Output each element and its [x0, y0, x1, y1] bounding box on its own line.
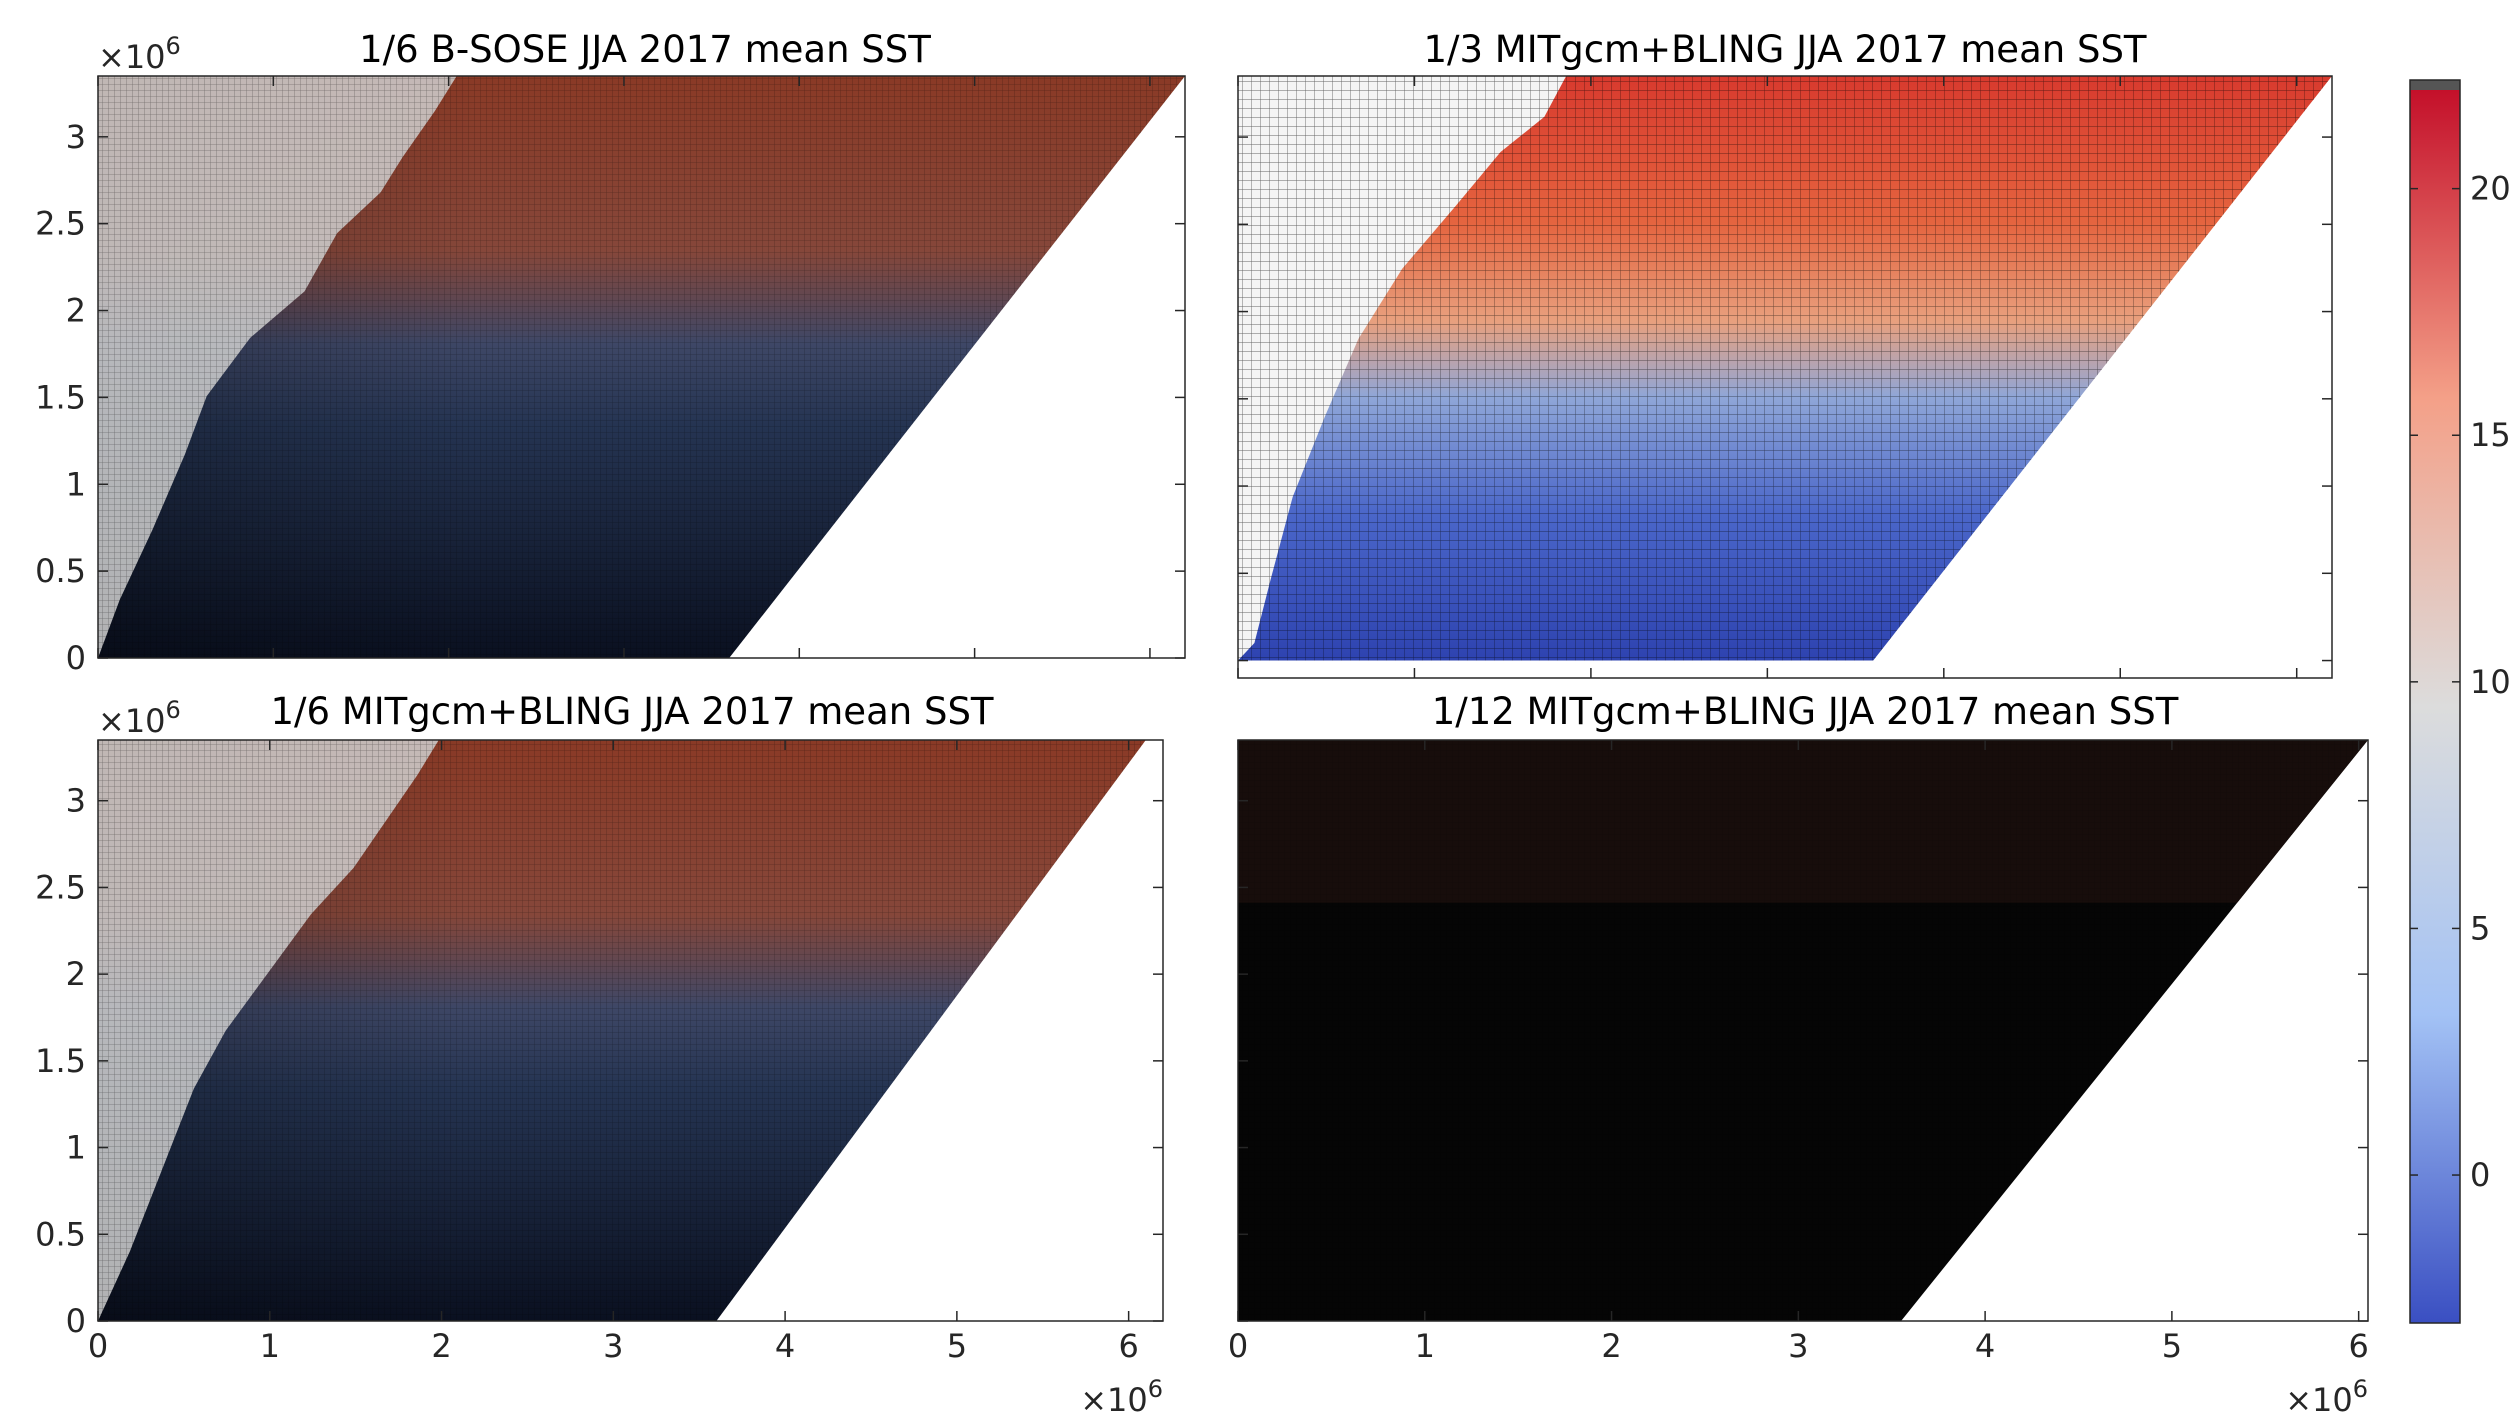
y-tick-label: 0 — [66, 639, 86, 677]
y-tick-label: 1 — [66, 465, 86, 503]
x-exponent-label: ×106 — [2285, 1375, 2368, 1414]
panel-2 — [1237, 75, 2333, 679]
colorbar-tick-label: 20 — [2470, 170, 2511, 208]
grid-overlay — [1238, 740, 2368, 1321]
x-tick-label: 3 — [603, 1327, 623, 1365]
y-tick-label: 1 — [66, 1129, 86, 1167]
x-tick-label: 5 — [947, 1327, 967, 1365]
colorbar-tick-label: 5 — [2470, 909, 2490, 947]
x-tick-label: 4 — [1975, 1327, 1995, 1365]
colorbar-tick-label: 10 — [2470, 663, 2511, 701]
y-tick-label: 0 — [66, 1302, 86, 1340]
sst-field-1 — [98, 76, 1185, 658]
y-tick-label: 2 — [66, 292, 86, 330]
colorbar-ramp — [2410, 90, 2460, 1323]
y-tick-label: 0.5 — [35, 1215, 86, 1253]
panel-title-3: 1/6 MITgcm+BLING JJA 2017 mean SST — [270, 690, 994, 733]
y-tick-label: 3 — [66, 782, 86, 820]
y-tick-label: 2.5 — [35, 205, 86, 243]
x-tick-label: 6 — [2348, 1327, 2368, 1365]
x-tick-label: 0 — [88, 1327, 108, 1365]
x-tick-label: 1 — [1415, 1327, 1435, 1365]
y-tick-label: 0.5 — [35, 552, 86, 590]
y-tick-label: 1.5 — [35, 378, 86, 416]
x-exponent-label: ×106 — [1080, 1375, 1163, 1414]
x-tick-label: 2 — [431, 1327, 451, 1365]
sst-field-2 — [1238, 76, 2332, 661]
x-tick-label: 6 — [1118, 1327, 1138, 1365]
y-tick-label: 3 — [66, 118, 86, 156]
colorbar: 0 5 10 15 20 — [2409, 79, 2511, 1324]
x-tick-label: 2 — [1601, 1327, 1621, 1365]
y-exponent-label: ×106 — [98, 32, 181, 76]
colorbar-top-cap — [2410, 80, 2460, 90]
panel-4: 0 1 2 3 4 5 6 ×106 — [1228, 739, 2369, 1414]
panel-title-4: 1/12 MITgcm+BLING JJA 2017 mean SST — [1431, 690, 2179, 733]
panel-1: 0 0.5 1 1.5 2 2.5 3 ×106 — [35, 32, 1186, 677]
colorbar-tick-label: 0 — [2470, 1156, 2490, 1194]
x-tick-label: 1 — [260, 1327, 280, 1365]
sst-field-3 — [98, 740, 1146, 1321]
sst-field-4 — [1238, 740, 2368, 1321]
y-tick-label: 2 — [66, 955, 86, 993]
land-mask — [1238, 76, 1567, 661]
y-tick-label: 1.5 — [35, 1042, 86, 1080]
x-tick-label: 3 — [1788, 1327, 1808, 1365]
y-exponent-label: ×106 — [98, 696, 181, 740]
x-tick-label: 0 — [1228, 1327, 1248, 1365]
colorbar-tick-label: 15 — [2470, 416, 2511, 454]
panel-title-1: 1/6 B-SOSE JJA 2017 mean SST — [359, 28, 931, 71]
x-tick-label: 5 — [2162, 1327, 2182, 1365]
panel-3: 0 1 2 3 4 5 6 0 0.5 1 1.5 2 2.5 3 ×106 ×106 — [35, 696, 1164, 1414]
y-tick-label: 2.5 — [35, 868, 86, 906]
land-mask — [98, 76, 457, 658]
axes-box — [97, 75, 1186, 659]
axes-box — [1237, 75, 2333, 679]
colorbar-box — [2409, 79, 2461, 1324]
x-tick-label: 4 — [775, 1327, 795, 1365]
panel-title-2: 1/3 MITgcm+BLING JJA 2017 mean SST — [1423, 28, 2147, 71]
axes-box — [97, 739, 1164, 1322]
axes-box — [1237, 739, 2369, 1322]
land-mask — [98, 740, 439, 1321]
